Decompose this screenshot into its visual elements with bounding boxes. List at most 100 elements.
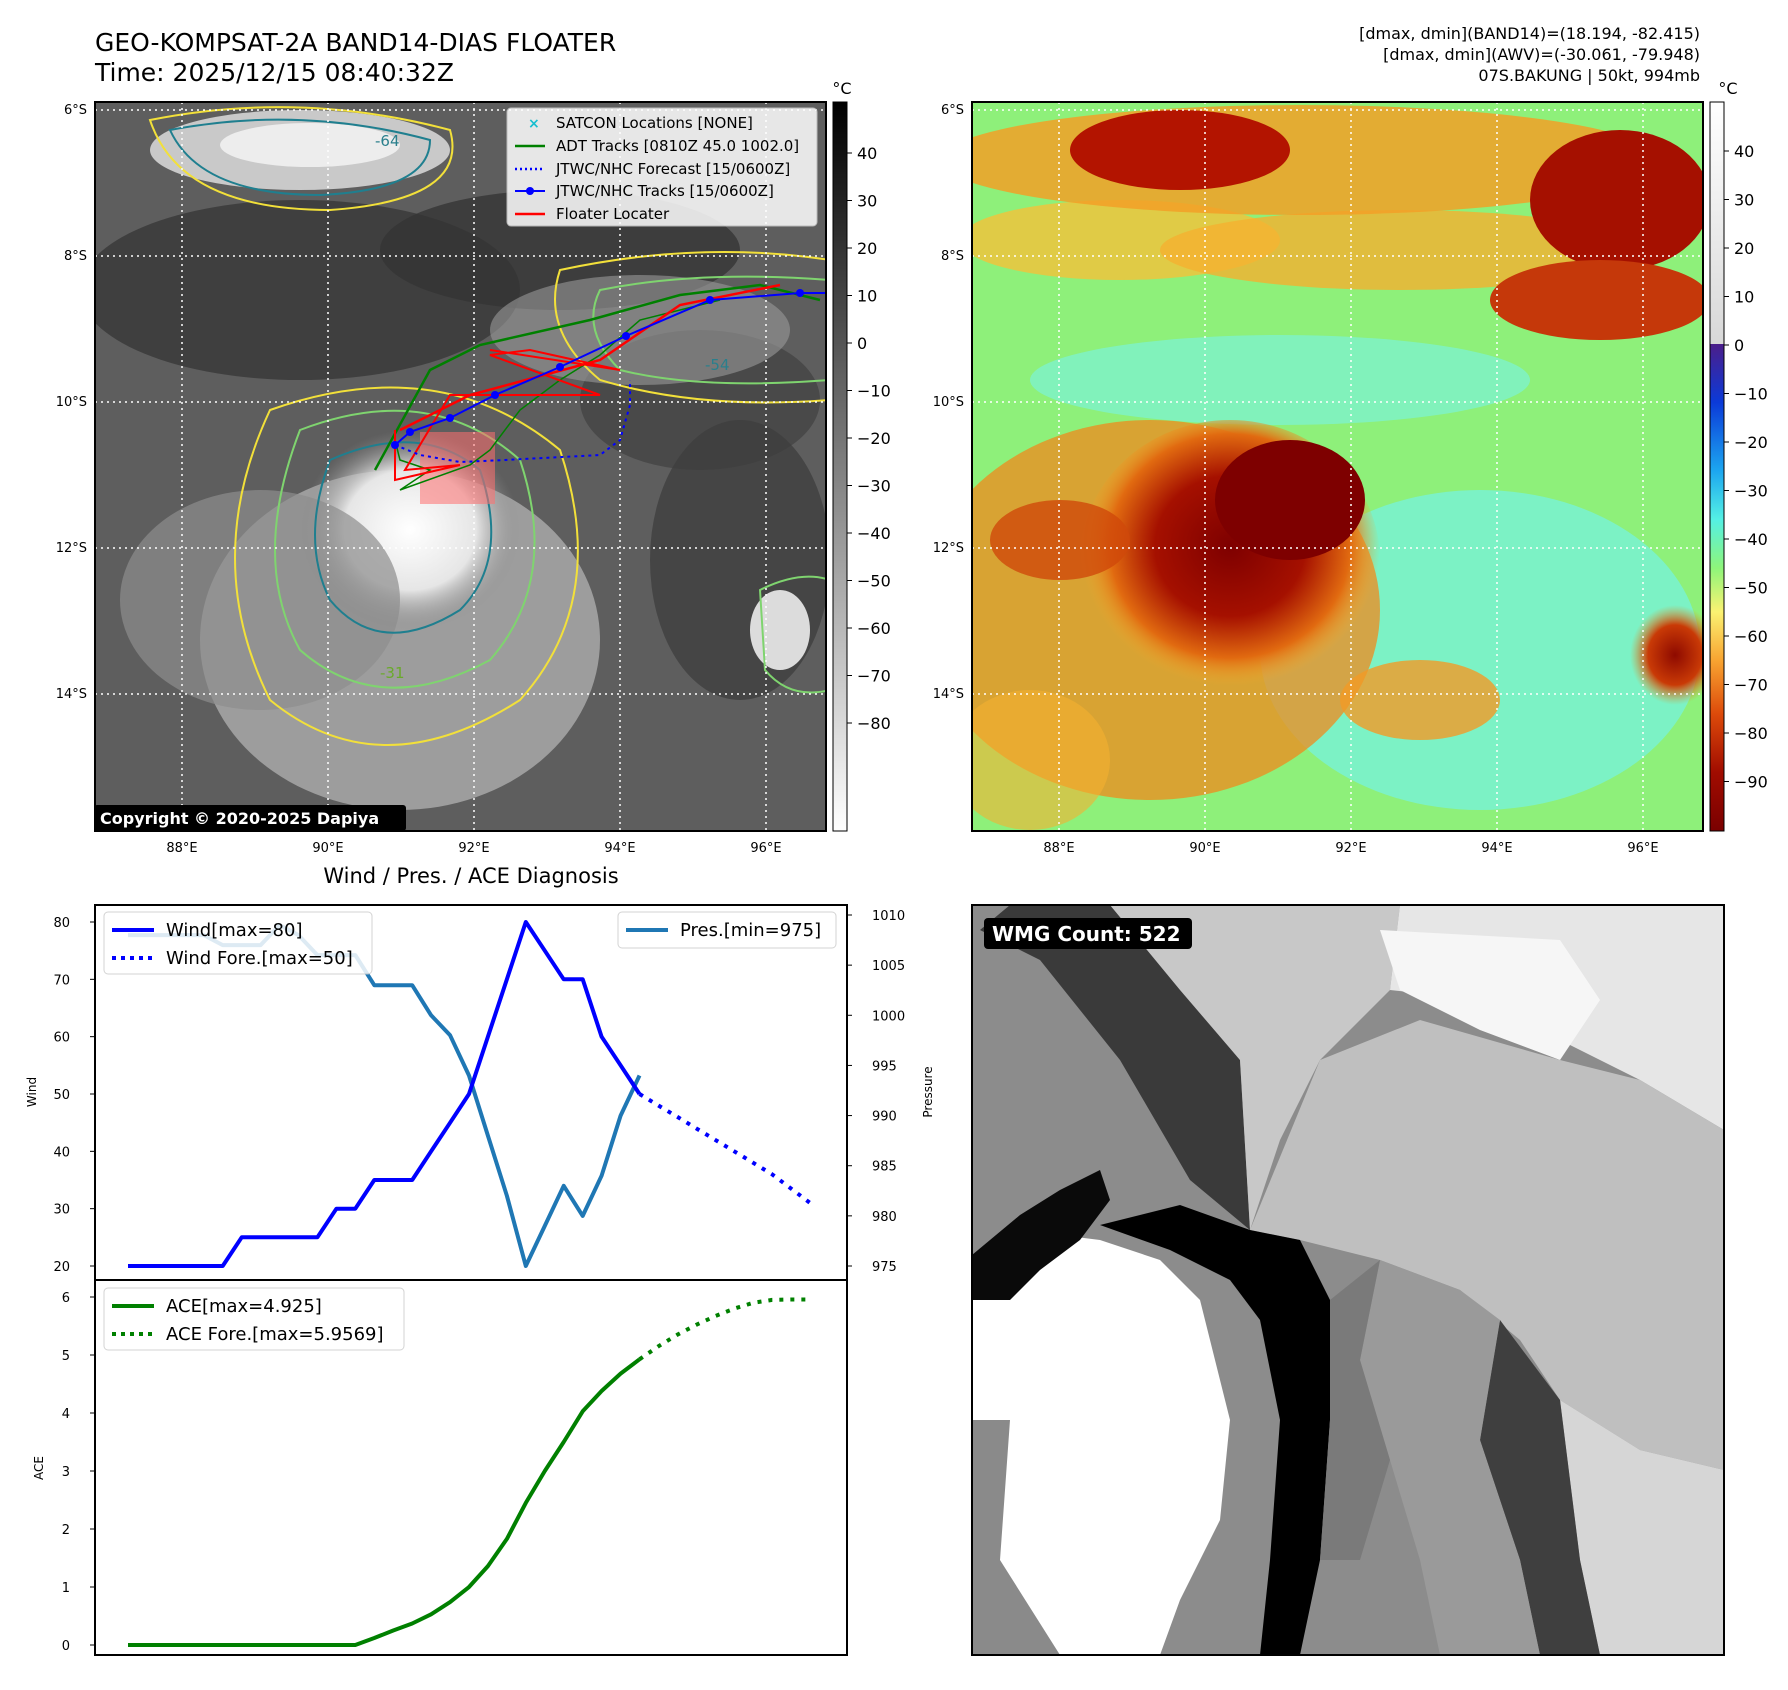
wind-tick-label: 30 bbox=[53, 1203, 70, 1218]
awv-colorbar-tick-label: 30 bbox=[1734, 191, 1754, 210]
awv-colorbar-tick-label: 10 bbox=[1734, 288, 1754, 307]
ir-lon-labels: 88°E 90°E 92°E 94°E 96°E bbox=[166, 841, 781, 856]
awv-colorbar-tick-label: −40 bbox=[1734, 530, 1768, 549]
wind-series-line bbox=[128, 920, 642, 1268]
ace-ticks: 0 1 2 3 4 5 6 bbox=[62, 1291, 95, 1654]
ace-tick-label: 5 bbox=[62, 1349, 70, 1364]
svg-text:6°S: 6°S bbox=[64, 103, 87, 118]
info-band14-range: [dmax, dmin](BAND14)=(18.194, -82.415) bbox=[1359, 24, 1700, 43]
pressure-tick-label: 1010 bbox=[872, 909, 905, 924]
wind-tick-label: 20 bbox=[53, 1260, 70, 1275]
svg-text:8°S: 8°S bbox=[64, 249, 87, 264]
svg-text:88°E: 88°E bbox=[166, 841, 197, 856]
ir-colorbar-tick-label: −20 bbox=[857, 429, 891, 448]
contour-label-54: -54 bbox=[705, 356, 730, 374]
svg-text:90°E: 90°E bbox=[1189, 841, 1220, 856]
ir-colorbar-tick-label: −80 bbox=[857, 714, 891, 733]
ir-colorbar-unit: °C bbox=[832, 79, 851, 98]
wind-tick-label: 40 bbox=[53, 1145, 70, 1160]
pressure-legend: Pres.[min=975] bbox=[617, 911, 837, 949]
ir-colorbar-tick-label: −50 bbox=[857, 572, 891, 591]
svg-text:6°S: 6°S bbox=[941, 103, 964, 118]
awv-colorbar-tick-label: −90 bbox=[1734, 773, 1768, 792]
ir-legend: × SATCON Locations [NONE] ADT Tracks [08… bbox=[506, 107, 818, 227]
awv-colorbar-tick-label: 0 bbox=[1734, 336, 1744, 355]
awv-panel bbox=[972, 102, 1703, 831]
ir-colorbar-tick-label: 20 bbox=[857, 239, 877, 258]
awv-colorbar-tick-label: −10 bbox=[1734, 385, 1768, 404]
copyright-text: Copyright © 2020-2025 Dapiya bbox=[100, 809, 379, 828]
svg-text:14°S: 14°S bbox=[56, 687, 87, 702]
awv-colorbar-ticks: 40 30 20 10 0 −10 −20 −30 −40 −50 −60 −70 −80 −90 bbox=[1724, 142, 1768, 792]
svg-text:12°S: 12°S bbox=[933, 541, 964, 556]
ace-tick-label: 0 bbox=[62, 1639, 70, 1654]
svg-text:90°E: 90°E bbox=[312, 841, 343, 856]
wind-tick-label: 80 bbox=[53, 916, 70, 931]
awv-colorbar-tick-label: 20 bbox=[1734, 239, 1754, 258]
svg-text:12°S: 12°S bbox=[56, 541, 87, 556]
pressure-tick-label: 1005 bbox=[872, 959, 905, 974]
legend-jtwc-tracks: JTWC/NHC Tracks [15/0600Z] bbox=[555, 182, 774, 200]
info-awv-range: [dmax, dmin](AWV)=(-30.061, -79.948) bbox=[1383, 45, 1700, 64]
ir-colorbar bbox=[832, 101, 848, 832]
wmg-count-box bbox=[984, 918, 1192, 949]
awv-colorbar-tick-label: −20 bbox=[1734, 433, 1768, 452]
ace-tick-label: 3 bbox=[62, 1465, 70, 1480]
pressure-tick-label: 980 bbox=[872, 1210, 897, 1225]
pressure-tick-label: 975 bbox=[872, 1260, 897, 1275]
legend-jtwc-forecast: JTWC/NHC Forecast [15/0600Z] bbox=[555, 160, 790, 178]
wind-legend: Wind[max=80] Wind Fore.[max=50] bbox=[103, 911, 373, 975]
ir-frame bbox=[94, 101, 827, 832]
awv-colorbar-tick-label: −30 bbox=[1734, 482, 1768, 501]
wmg-frame bbox=[971, 904, 1725, 1656]
awv-colorbar-tick-label: −80 bbox=[1734, 724, 1768, 743]
ace-series-line bbox=[128, 1357, 641, 1647]
info-storm: 07S.BAKUNG | 50kt, 994mb bbox=[1478, 66, 1700, 85]
awv-colorbar-tick-label: −50 bbox=[1734, 579, 1768, 598]
ace-forecast-series-line bbox=[638, 1297, 810, 1361]
satcon-marker-icon: × bbox=[528, 116, 540, 132]
svg-text:96°E: 96°E bbox=[1627, 841, 1658, 856]
svg-text:10°S: 10°S bbox=[933, 395, 964, 410]
awv-frame bbox=[971, 101, 1704, 832]
figure-title: GEO-KOMPSAT-2A BAND14-DIAS FLOATER bbox=[95, 28, 616, 57]
awv-gridlines bbox=[972, 102, 1703, 831]
pressure-tick-label: 990 bbox=[872, 1110, 897, 1125]
svg-text:10°S: 10°S bbox=[56, 395, 87, 410]
ir-colorbar-tick-label: −30 bbox=[857, 477, 891, 496]
legend-satcon: SATCON Locations [NONE] bbox=[556, 114, 753, 132]
pressure-ticks: 975 980 985 990 995 1000 1005 1010 bbox=[847, 909, 905, 1275]
pressure-tick-label: 985 bbox=[872, 1160, 897, 1175]
diagnosis-title: Wind / Pres. / ACE Diagnosis bbox=[323, 864, 618, 888]
awv-lon-labels: 88°E 90°E 92°E 94°E 96°E bbox=[1043, 841, 1658, 856]
awv-colorbar-top bbox=[1710, 102, 1724, 344]
ir-colorbar-tick-label: 0 bbox=[857, 334, 867, 353]
awv-colorbar-tick-label: −60 bbox=[1734, 627, 1768, 646]
ir-colorbar-tick-label: 10 bbox=[857, 287, 877, 306]
pressure-tick-label: 995 bbox=[872, 1059, 897, 1074]
contour-label-31: -31 bbox=[380, 664, 405, 682]
wmg-count-label: WMG Count: 522 bbox=[992, 922, 1181, 946]
svg-text:8°S: 8°S bbox=[941, 249, 964, 264]
ace-legend: ACE[max=4.925] ACE Fore.[max=5.9569] bbox=[103, 1287, 405, 1351]
legend-adt: ADT Tracks [0810Z 45.0 1002.0] bbox=[556, 137, 799, 155]
ir-colorbar-tick-label: 40 bbox=[857, 144, 877, 163]
pressure-axis-label: Pressure bbox=[921, 1066, 935, 1117]
legend-pressure: Pres.[min=975] bbox=[680, 920, 821, 941]
wind-tick-label: 60 bbox=[53, 1031, 70, 1046]
copyright-box bbox=[94, 805, 406, 831]
svg-text:94°E: 94°E bbox=[1481, 841, 1512, 856]
wmg-panel bbox=[972, 905, 1724, 1655]
ace-tick-label: 6 bbox=[62, 1291, 70, 1306]
awv-colorbar-tick-label: −70 bbox=[1734, 676, 1768, 695]
wind-tick-label: 70 bbox=[53, 973, 70, 988]
ir-colorbar-ticks: 40 30 20 10 0 −10 −20 −30 −40 −50 −60 −70 −80 bbox=[847, 144, 891, 733]
ir-colorbar-tick-label: −40 bbox=[857, 524, 891, 543]
pressure-tick-label: 1000 bbox=[872, 1009, 905, 1024]
ir-colorbar-tick-label: −70 bbox=[857, 667, 891, 686]
adt-track bbox=[373, 283, 821, 471]
awv-lat-labels: 6°S 8°S 10°S 12°S 14°S bbox=[933, 103, 964, 702]
svg-text:92°E: 92°E bbox=[458, 841, 489, 856]
svg-text:14°S: 14°S bbox=[933, 687, 964, 702]
